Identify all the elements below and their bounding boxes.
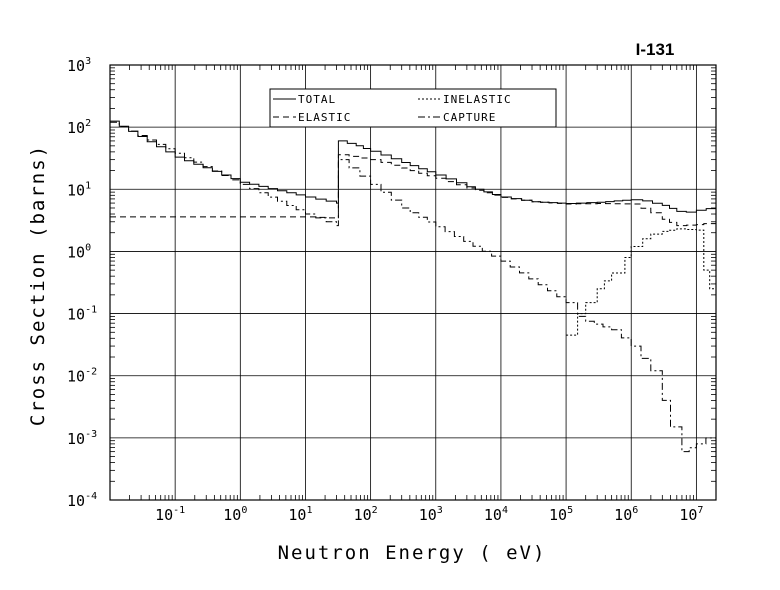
x-tick-label: 106 <box>614 505 638 524</box>
grid <box>110 65 716 500</box>
y-tick-labels: 10-4 10-3 10-2 10-1 100 101 102 103 <box>67 56 97 510</box>
y-tick-label: 10-4 <box>67 491 97 510</box>
plot-frame <box>109 64 717 501</box>
y-tick-label: 103 <box>67 56 91 75</box>
legend-label-inelastic: INELASTIC <box>443 93 512 106</box>
series-line-inelastic <box>566 228 717 336</box>
y-tick-label: 10-3 <box>67 429 97 448</box>
minor-ticks <box>110 65 716 500</box>
x-tick-label: 104 <box>484 505 508 524</box>
series-line-elastic <box>110 154 717 227</box>
y-tick-label: 101 <box>67 180 91 199</box>
x-tick-label: 103 <box>419 505 443 524</box>
legend-label-total: TOTAL <box>298 93 336 106</box>
y-tick-label: 10-1 <box>67 305 97 324</box>
x-tick-labels: 10-1 100 101 102 103 104 105 106 107 <box>155 505 703 524</box>
x-tick-label: 100 <box>223 505 247 524</box>
series-layer <box>110 120 717 453</box>
series-line-capture <box>110 121 717 453</box>
y-tick-label: 102 <box>67 118 91 137</box>
x-tick-label: 107 <box>679 505 703 524</box>
y-axis-title: Cross Section (barns) <box>27 144 49 426</box>
legend-label-elastic: ELASTIC <box>298 111 351 124</box>
y-tick-label: 100 <box>67 242 91 261</box>
legend-box <box>269 88 557 128</box>
x-tick-label: 101 <box>288 505 312 524</box>
x-axis-title: Neutron Energy ( eV) <box>278 542 547 564</box>
x-tick-label: 102 <box>354 505 378 524</box>
chart-title: I-131 <box>636 40 675 59</box>
legend: TOTAL INELASTIC ELASTIC CAPTURE <box>269 88 557 128</box>
y-tick-label: 10-2 <box>67 367 97 386</box>
legend-label-capture: CAPTURE <box>443 111 496 124</box>
series-line-total <box>110 120 717 213</box>
x-tick-label: 105 <box>549 505 573 524</box>
x-tick-label: 10-1 <box>155 505 185 524</box>
